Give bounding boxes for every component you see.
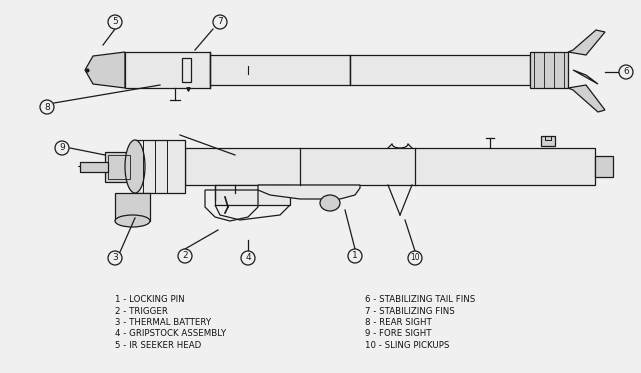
Bar [595, 156, 613, 177]
Text: 10 - SLING PICKUPS: 10 - SLING PICKUPS [365, 341, 449, 350]
Circle shape [178, 249, 192, 263]
Text: 5: 5 [112, 18, 118, 26]
Bar [215, 185, 290, 205]
Bar [105, 151, 133, 182]
Bar [530, 52, 568, 88]
Text: 6: 6 [623, 68, 629, 76]
Circle shape [40, 100, 54, 114]
Text: 7: 7 [217, 18, 223, 26]
Polygon shape [258, 185, 360, 199]
Ellipse shape [115, 215, 150, 227]
Text: 4 - GRIPSTOCK ASSEMBLY: 4 - GRIPSTOCK ASSEMBLY [115, 329, 226, 339]
Text: 6 - STABILIZING TAIL FINS: 6 - STABILIZING TAIL FINS [365, 295, 475, 304]
Circle shape [213, 15, 227, 29]
Text: 9: 9 [59, 144, 65, 153]
Bar [350, 55, 530, 85]
Bar [125, 52, 210, 88]
Polygon shape [568, 30, 605, 55]
Ellipse shape [125, 140, 145, 193]
Circle shape [55, 141, 69, 155]
Bar [108, 154, 130, 179]
Circle shape [241, 251, 255, 265]
Text: 9 - FORE SIGHT: 9 - FORE SIGHT [365, 329, 431, 339]
Text: 1: 1 [352, 251, 358, 260]
Bar [80, 162, 108, 172]
Text: 3: 3 [112, 254, 118, 263]
Circle shape [619, 65, 633, 79]
Polygon shape [573, 70, 598, 84]
Text: 2: 2 [182, 251, 188, 260]
Text: 5 - IR SEEKER HEAD: 5 - IR SEEKER HEAD [115, 341, 201, 350]
Polygon shape [568, 85, 605, 112]
Text: 1 - LOCKING PIN: 1 - LOCKING PIN [115, 295, 185, 304]
Text: 2 - TRIGGER: 2 - TRIGGER [115, 307, 168, 316]
Circle shape [348, 249, 362, 263]
Ellipse shape [320, 195, 340, 211]
Polygon shape [85, 52, 125, 88]
Bar [115, 193, 150, 221]
Bar [210, 55, 350, 85]
Bar [182, 58, 191, 82]
Circle shape [108, 15, 122, 29]
Bar [541, 136, 555, 146]
Text: 4: 4 [246, 254, 251, 263]
Text: 8: 8 [44, 103, 50, 112]
Circle shape [108, 251, 122, 265]
Text: 8 - REAR SIGHT: 8 - REAR SIGHT [365, 318, 432, 327]
Text: 3 - THERMAL BATTERY: 3 - THERMAL BATTERY [115, 318, 211, 327]
Text: 10: 10 [410, 254, 420, 263]
Bar [135, 140, 185, 193]
Text: 7 - STABILIZING FINS: 7 - STABILIZING FINS [365, 307, 454, 316]
Bar [185, 148, 595, 185]
Circle shape [408, 251, 422, 265]
